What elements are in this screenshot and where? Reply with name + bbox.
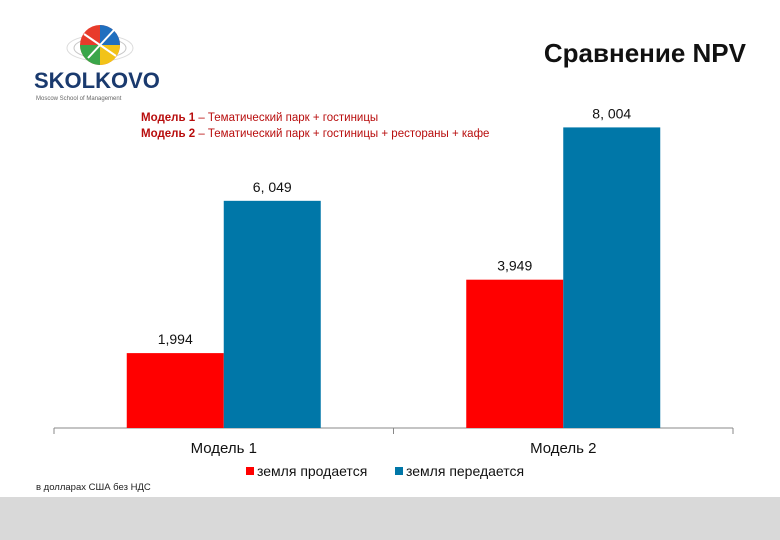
model-note-2-name: Модель 2 (141, 128, 196, 140)
x-tick-label-model-2: Модель 2 (530, 440, 596, 457)
model-note-1-text: – Тематический парк + гостиницы (195, 112, 379, 124)
data-label-sold-model-1: 1,994 (158, 331, 193, 347)
x-tick-label-model-1: Модель 1 (191, 440, 257, 457)
skolkovo-logo: SKOLKOVO Moscow School of Management (28, 18, 188, 108)
logo-subtext: Moscow School of Management (36, 96, 122, 102)
data-label-sold-model-2: 3,949 (497, 258, 532, 274)
bar-leased-model-2 (563, 127, 661, 428)
model-note-2: Модель 2 – Тематический парк + гостиницы… (141, 126, 489, 142)
legend-swatch-sold (246, 467, 254, 475)
legend-swatch-leased (395, 467, 403, 475)
bottom-bar (0, 497, 780, 540)
footnote: в долларах США без НДС (36, 482, 151, 493)
logo-globe-icon (66, 25, 134, 65)
data-label-leased-model-1: 6, 049 (253, 179, 292, 195)
bar-sold-model-2 (466, 279, 564, 428)
page-title: Сравнение NPV (543, 38, 746, 68)
logo-wordmark: SKOLKOVO (34, 68, 160, 93)
model-notes: Модель 1 – Тематический парк + гостиницы… (141, 110, 489, 142)
bar-sold-model-1 (126, 353, 224, 428)
data-label-leased-model-2: 8, 004 (592, 105, 631, 121)
model-note-1-name: Модель 1 (141, 112, 196, 124)
model-note-2-text: – Тематический парк + гостиницы + рестор… (195, 128, 490, 140)
npv-bar-chart: 1,994 6, 049 Модель 1 3,949 8, 004 Модель 2 зе… (53, 105, 734, 479)
model-note-1: Модель 1 – Тематический парк + гостиницы (141, 110, 489, 126)
legend-label-sold: земля продается (257, 463, 367, 479)
legend-label-leased: земля передается (406, 463, 524, 479)
bar-leased-model-1 (223, 200, 321, 428)
